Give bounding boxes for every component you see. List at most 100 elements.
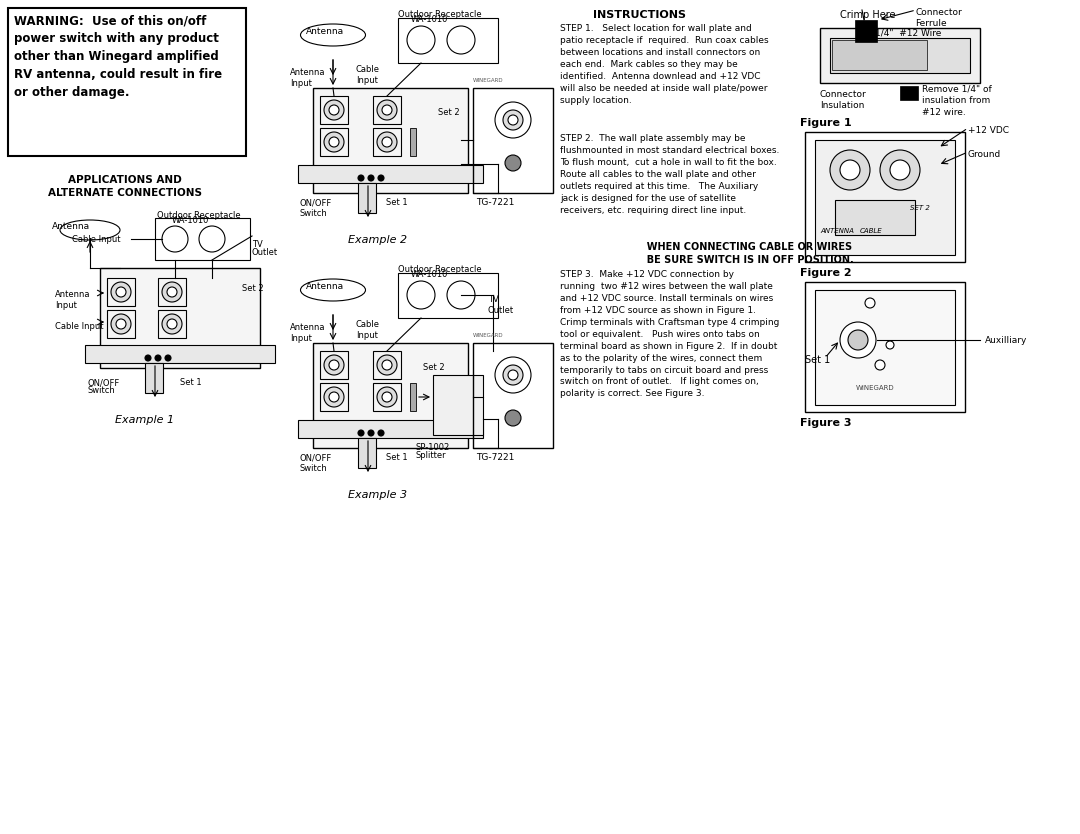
Ellipse shape [60, 220, 120, 240]
Text: Set 1: Set 1 [805, 355, 831, 365]
Text: Set 2: Set 2 [423, 363, 445, 372]
Circle shape [382, 392, 392, 402]
Circle shape [508, 370, 518, 380]
Bar [320, 96, 348, 124]
Text: Auxilliary: Auxilliary [985, 335, 1027, 344]
Text: Antenna
Input: Antenna Input [55, 290, 91, 310]
Text: WA-1010: WA-1010 [411, 270, 448, 279]
Circle shape [447, 281, 475, 309]
Circle shape [503, 110, 523, 130]
Bar [145, 363, 163, 393]
Circle shape [378, 430, 384, 436]
Text: SET 2: SET 2 [910, 205, 930, 211]
Text: Outdoor Receptacle: Outdoor Receptacle [157, 211, 241, 220]
Text: Figure 1: Figure 1 [800, 118, 852, 128]
Circle shape [329, 105, 339, 115]
Text: Ground: Ground [968, 150, 1001, 159]
Circle shape [324, 132, 345, 152]
Text: WARNING:  Use of this on/off
power switch with any product
other than Winegard a: WARNING: Use of this on/off power switch… [14, 14, 222, 99]
Text: ON/OFF
Switch: ON/OFF Switch [300, 198, 333, 219]
Circle shape [840, 160, 860, 180]
Bar [832, 40, 927, 70]
Text: WA-1010: WA-1010 [172, 216, 210, 225]
Bar [900, 86, 918, 100]
Circle shape [116, 287, 126, 297]
Circle shape [831, 150, 870, 190]
Text: Example 3: Example 3 [349, 490, 407, 500]
Bar [357, 183, 376, 213]
Text: STEP 3.  Make +12 VDC connection by
running  two #12 wires between the wall plat: STEP 3. Make +12 VDC connection by runni… [561, 270, 780, 399]
Bar [473, 343, 553, 448]
Text: SP-1002: SP-1002 [416, 443, 450, 452]
Bar [820, 28, 980, 83]
Text: Set 1: Set 1 [386, 453, 407, 462]
Bar [357, 438, 376, 468]
Text: Example 1: Example 1 [116, 415, 175, 425]
Circle shape [111, 314, 131, 334]
Circle shape [324, 355, 345, 375]
Circle shape [324, 100, 345, 120]
Circle shape [378, 175, 384, 181]
Text: WA-1010: WA-1010 [411, 15, 448, 24]
Text: Example 2: Example 2 [349, 235, 407, 245]
Circle shape [880, 150, 920, 190]
Bar [373, 96, 401, 124]
Circle shape [111, 282, 131, 302]
Bar [158, 278, 186, 306]
Text: Antenna: Antenna [306, 27, 345, 36]
Circle shape [848, 330, 868, 350]
Text: Outdoor Receptacle: Outdoor Receptacle [399, 10, 482, 19]
Bar [473, 88, 553, 193]
Bar [320, 128, 348, 156]
Text: Splitter: Splitter [416, 451, 447, 460]
Bar [410, 383, 416, 411]
Bar [313, 88, 468, 193]
Text: WINEGARD: WINEGARD [473, 333, 503, 338]
Bar [320, 383, 348, 411]
Bar [320, 351, 348, 379]
Text: Cable
Input: Cable Input [356, 65, 380, 85]
Circle shape [165, 355, 171, 361]
Circle shape [508, 115, 518, 125]
Text: ON/OFF
Switch: ON/OFF Switch [300, 453, 333, 473]
Circle shape [377, 132, 397, 152]
Text: Antenna
Input: Antenna Input [291, 323, 325, 343]
Text: WINEGARD: WINEGARD [473, 78, 503, 83]
Bar [410, 128, 416, 156]
Text: Figure 2: Figure 2 [800, 268, 852, 278]
Text: +12 VDC: +12 VDC [968, 126, 1009, 135]
Circle shape [407, 281, 435, 309]
Bar [313, 343, 468, 448]
Text: Figure 3: Figure 3 [800, 418, 851, 428]
Bar [107, 278, 135, 306]
Bar [855, 20, 877, 42]
Circle shape [890, 160, 910, 180]
Circle shape [382, 105, 392, 115]
Text: ANTENNA: ANTENNA [820, 228, 854, 234]
Text: Connector
Ferrule: Connector Ferrule [915, 8, 962, 28]
Bar [831, 38, 970, 73]
Ellipse shape [300, 279, 365, 301]
Text: Remove 1/4" of
insulation from
#12 wire.: Remove 1/4" of insulation from #12 wire. [922, 84, 991, 117]
Text: ON/OFF: ON/OFF [87, 378, 120, 387]
Circle shape [329, 360, 339, 370]
Circle shape [324, 387, 345, 407]
Text: Connector
Insulation: Connector Insulation [820, 90, 867, 110]
Text: STEP 1.   Select location for wall plate and
patio receptacle if  required.  Run: STEP 1. Select location for wall plate a… [561, 24, 769, 104]
Text: WINEGARD: WINEGARD [855, 385, 894, 391]
Bar [373, 351, 401, 379]
Circle shape [382, 360, 392, 370]
Text: WHEN CONNECTING CABLE OR WIRES
  BE SURE SWITCH IS IN OFF POSITION.: WHEN CONNECTING CABLE OR WIRES BE SURE S… [640, 242, 854, 265]
Bar [835, 200, 915, 235]
Ellipse shape [300, 24, 365, 46]
Circle shape [840, 322, 876, 358]
Text: TV: TV [252, 240, 262, 249]
Text: Set 2: Set 2 [242, 284, 264, 293]
Bar [399, 273, 498, 318]
Text: Outdoor Receptacle: Outdoor Receptacle [399, 265, 482, 274]
Bar [85, 345, 275, 363]
Text: Crimp Here: Crimp Here [840, 10, 895, 20]
Text: Switch: Switch [87, 386, 116, 395]
Text: Set 2: Set 2 [438, 108, 460, 117]
Text: Set 1: Set 1 [180, 378, 202, 387]
